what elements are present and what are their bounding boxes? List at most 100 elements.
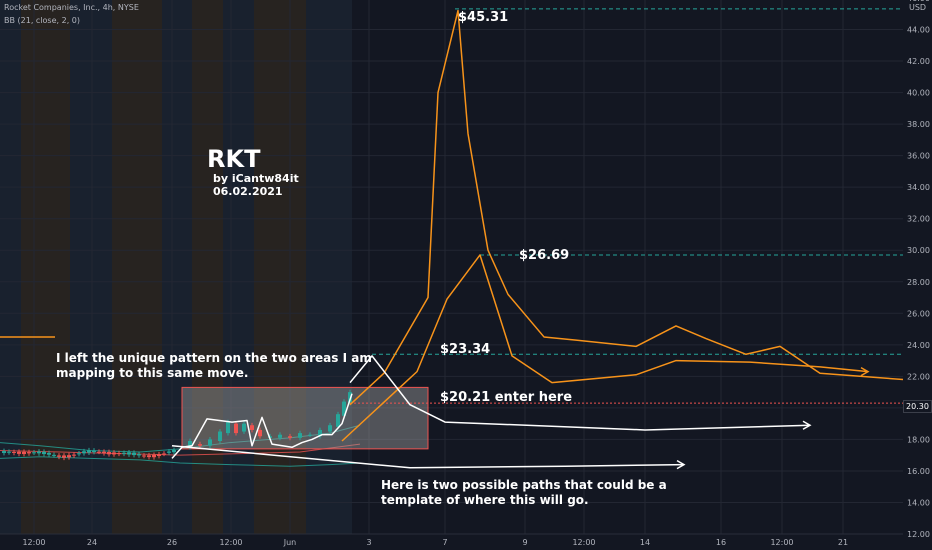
candle-body: [7, 451, 11, 453]
candle-body: [77, 453, 81, 455]
candle-body: [250, 425, 254, 430]
arrow-head: [802, 420, 812, 430]
y-axis: 12.0014.0016.0018.0020.0022.0024.0026.00…: [903, 0, 932, 550]
bb-lower: [0, 456, 361, 467]
y-tick-label: 46.00: [907, 0, 930, 3]
projection-path-4: [171, 444, 685, 469]
x-tick-label: 12:00: [219, 538, 242, 547]
candle-body: [242, 423, 246, 432]
projection-path-5: [171, 393, 353, 459]
x-tick-label: 3: [366, 538, 371, 547]
current-price-tag: 20.30: [903, 400, 932, 413]
candle-body: [218, 431, 222, 441]
price-label-mid: $26.69: [519, 248, 570, 263]
x-axis-bg: [0, 534, 903, 550]
session-bands: [0, 0, 352, 534]
projection-path-3: [349, 355, 811, 431]
y-tick-label: 14.00: [907, 498, 930, 507]
candles: [2, 389, 352, 461]
x-tick-label: 14: [640, 538, 650, 547]
y-axis-bg: [903, 0, 932, 550]
session-band: [223, 0, 254, 534]
candle-body: [117, 453, 121, 455]
x-tick-label: 26: [167, 538, 177, 547]
bottom-note-line-2: template of where this will go.: [381, 493, 589, 507]
x-tick-label: Jun: [283, 538, 297, 547]
y-tick-label: 22.00: [907, 372, 930, 381]
candle-body: [167, 451, 171, 453]
candle-body: [17, 451, 21, 454]
candle-body: [127, 452, 131, 455]
session-band: [70, 0, 112, 534]
y-tick-label: 42.00: [907, 57, 930, 66]
price-levels: [0, 8, 903, 404]
candle-body: [172, 449, 176, 453]
indicator-line: BB (21, close, 2, 0): [4, 16, 80, 25]
candle-body: [92, 450, 96, 453]
candle-body: [47, 452, 51, 455]
left-note-line-1: I left the unique pattern on the two are…: [56, 351, 372, 365]
candle-body: [32, 452, 36, 454]
candle-body: [226, 422, 230, 434]
y-tick-label: 24.00: [907, 341, 930, 350]
candle-body: [87, 450, 91, 453]
y-tick-label: 12.00: [907, 530, 930, 539]
candle-body: [162, 453, 166, 455]
y-tick-label: 30.00: [907, 246, 930, 255]
y-tick-label: 38.00: [907, 120, 930, 129]
candle-body: [82, 451, 86, 454]
session-band: [112, 0, 162, 534]
x-axis: 12:00 24 26 12:00 Jun 3 7 9 12:00 14 16 12:00 21: [0, 533, 903, 550]
grid-lines: [0, 0, 903, 535]
candle-body: [122, 452, 126, 454]
x-tick-label: 9: [522, 538, 527, 547]
x-tick-label: 7: [442, 538, 447, 547]
y-tick-label: 32.00: [907, 215, 930, 224]
arrow-head: [860, 366, 870, 377]
candle-body: [62, 455, 66, 458]
candle-body: [157, 454, 161, 456]
y-tick-label: 36.00: [907, 152, 930, 161]
candle-body: [12, 451, 16, 453]
y-tick-label: 18.00: [907, 435, 930, 444]
y-tick-label: 34.00: [907, 183, 930, 192]
x-tick-label: 12:00: [572, 538, 595, 547]
pattern-box: [181, 386, 429, 450]
y-tick-label: 44.00: [907, 26, 930, 35]
y-tick-label: 26.00: [907, 309, 930, 318]
ticker-title: RKT: [207, 145, 261, 173]
candle-body: [147, 455, 151, 458]
candle-body: [328, 425, 332, 432]
x-tick-label: 21: [838, 538, 848, 547]
projection-path-1: [349, 9, 904, 406]
price-label-entry: $20.21 enter here: [440, 390, 573, 405]
candle-body: [137, 454, 141, 456]
candle-body: [42, 451, 46, 455]
candle-body: [67, 455, 71, 458]
x-tick-label: 12:00: [770, 538, 793, 547]
candle-body: [208, 439, 212, 446]
candle-body: [288, 436, 292, 438]
candle-body: [188, 440, 192, 448]
date-line: 06.02.2021: [213, 185, 283, 198]
candle-body: [22, 451, 26, 455]
y-tick-label: 40.00: [907, 89, 930, 98]
session-band: [306, 0, 352, 534]
author-line: by iCantw84it: [213, 172, 299, 185]
session-band: [162, 0, 192, 534]
candle-body: [258, 429, 262, 437]
candle-body: [308, 434, 312, 436]
candle-body: [112, 452, 116, 455]
candle-body: [37, 451, 41, 454]
x-tick-label: 12:00: [22, 538, 45, 547]
candle-body: [198, 444, 202, 446]
currency-label: USD: [909, 3, 927, 12]
candle-body: [234, 423, 238, 434]
arrow-head: [676, 459, 686, 470]
candle-body: [102, 451, 106, 454]
projection-paths: [171, 9, 904, 470]
x-tick-label: 24: [87, 538, 97, 547]
candle-body: [27, 452, 31, 454]
x-tick-label: 16: [716, 538, 726, 547]
